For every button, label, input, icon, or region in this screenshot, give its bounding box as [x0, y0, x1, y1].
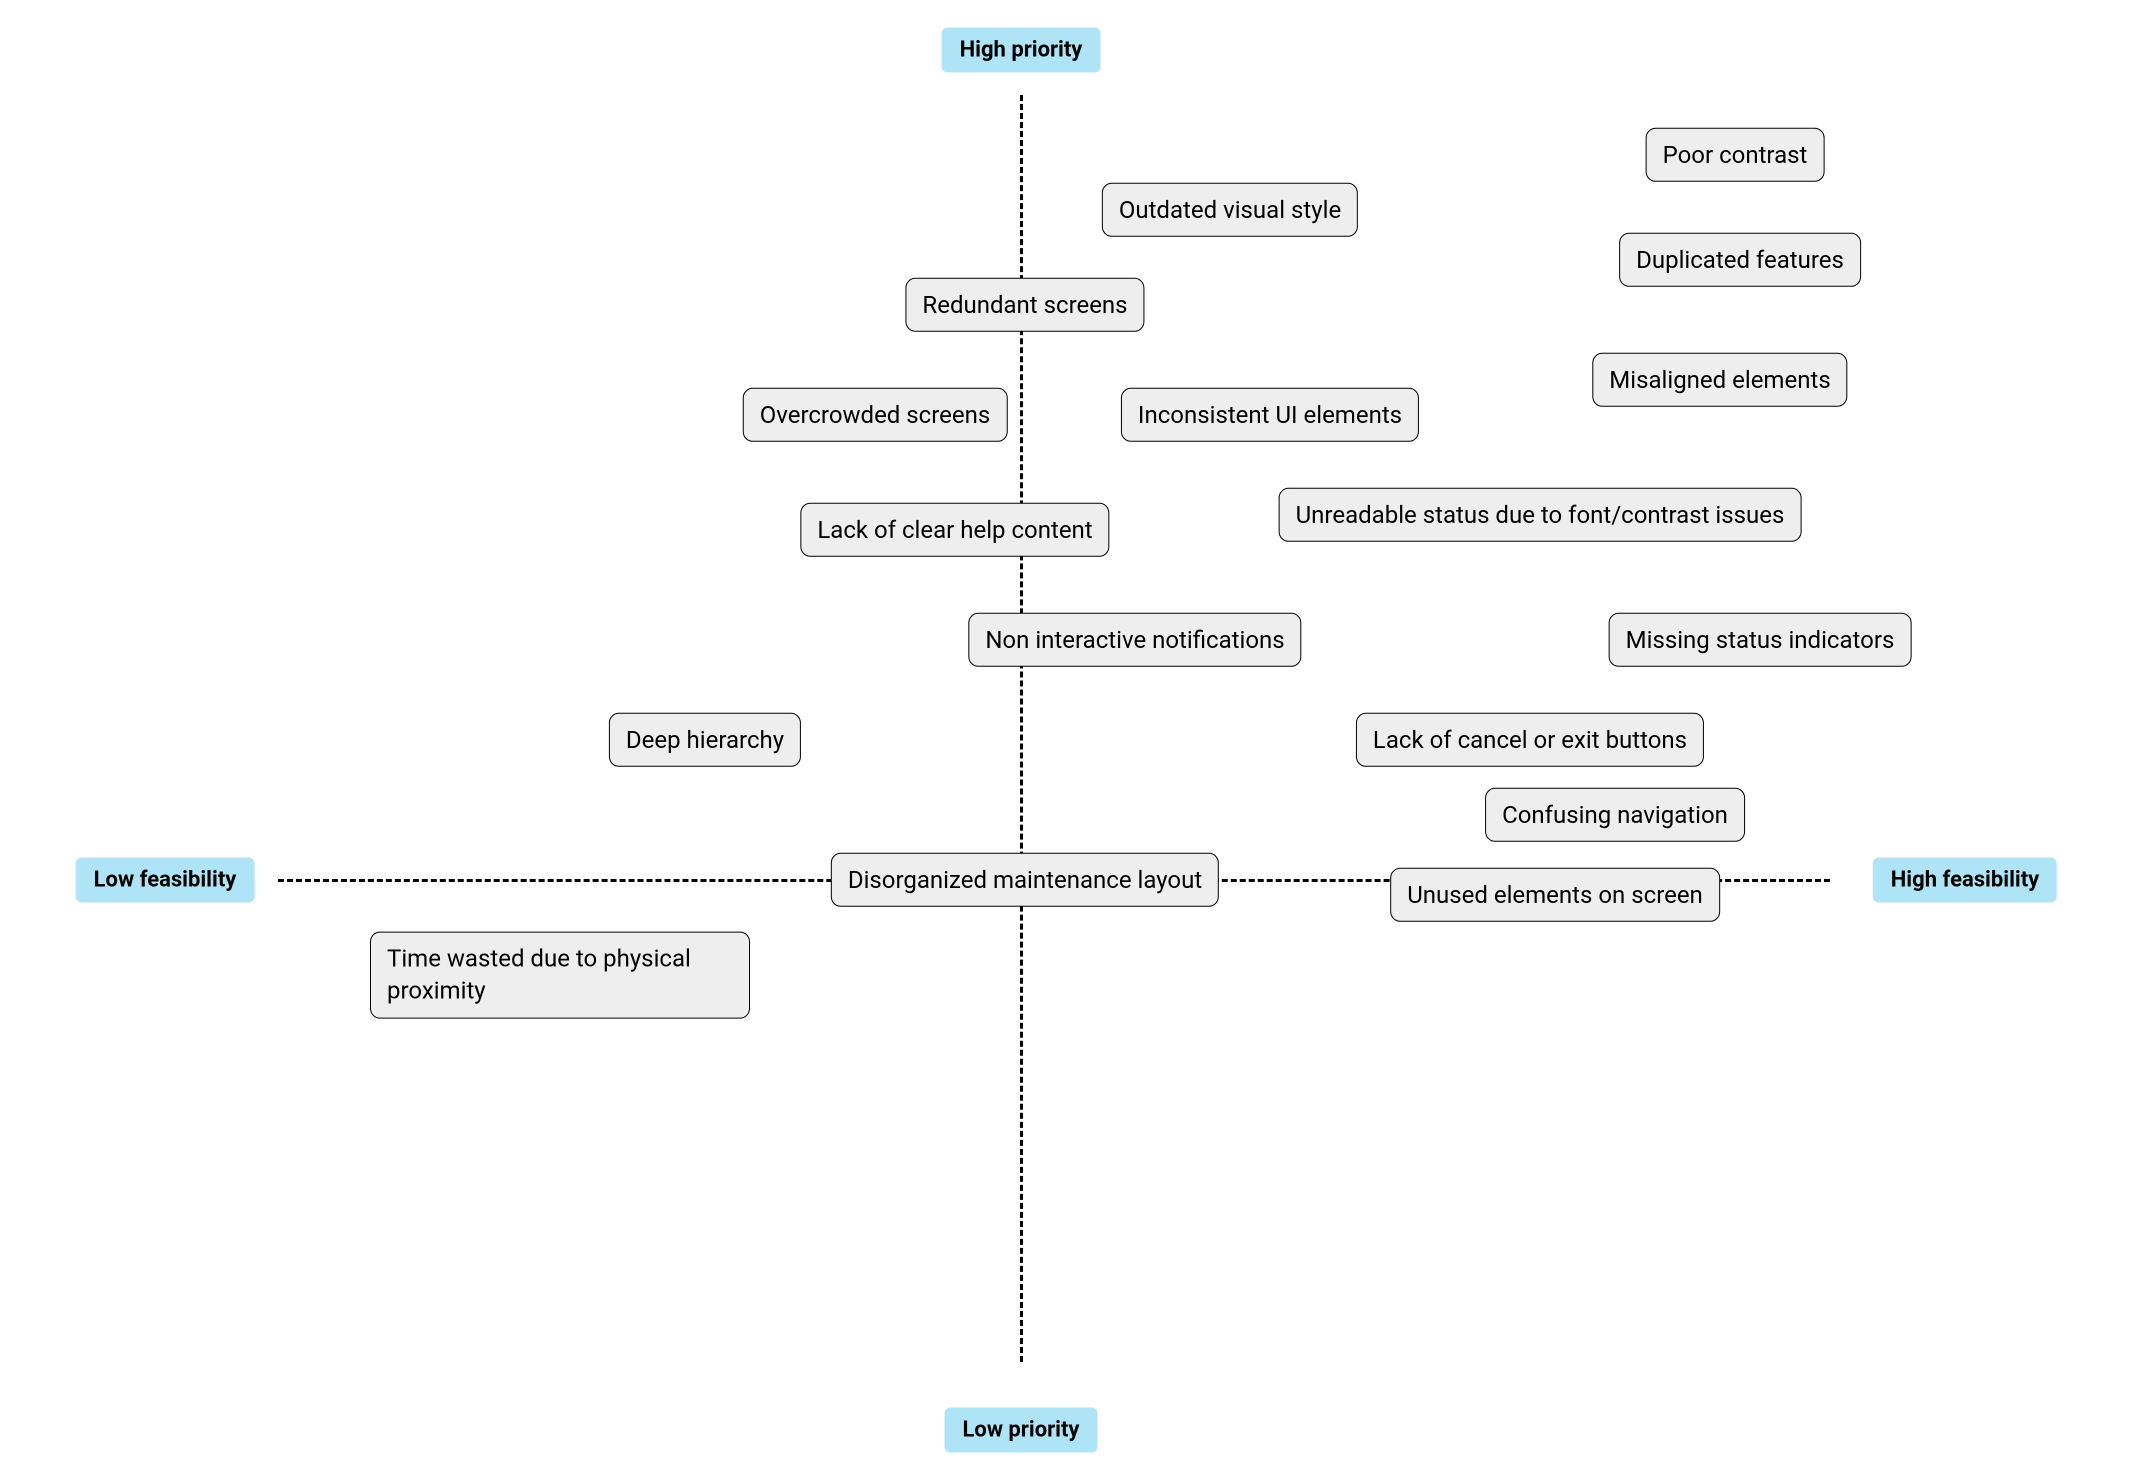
quadrant-diagram: High priority Low priority Low feasibili… [0, 0, 2134, 1479]
node-lack-help-content: Lack of clear help content [800, 503, 1109, 557]
node-deep-hierarchy: Deep hierarchy [609, 713, 801, 767]
node-duplicated-features: Duplicated features [1619, 233, 1861, 287]
node-lack-cancel-exit: Lack of cancel or exit buttons [1356, 713, 1704, 767]
node-missing-status-ind: Missing status indicators [1609, 613, 1912, 667]
node-redundant-screens: Redundant screens [905, 278, 1144, 332]
node-time-wasted-proximity: Time wasted due to physical proximity [370, 932, 750, 1019]
node-misaligned-elements: Misaligned elements [1592, 353, 1847, 407]
axis-label-left: Low feasibility [76, 858, 255, 903]
node-inconsistent-ui: Inconsistent UI elements [1121, 388, 1419, 442]
node-outdated-visual-style: Outdated visual style [1102, 183, 1358, 237]
node-confusing-nav: Confusing navigation [1485, 788, 1745, 842]
node-disorganized-layout: Disorganized maintenance layout [831, 853, 1219, 907]
node-poor-contrast: Poor contrast [1646, 128, 1825, 182]
axis-label-right: High feasibility [1873, 858, 2057, 903]
axis-label-bottom: Low priority [944, 1408, 1097, 1453]
node-non-interactive-notif: Non interactive notifications [968, 613, 1301, 667]
node-unused-elements: Unused elements on screen [1390, 868, 1720, 922]
axis-label-top: High priority [942, 28, 1101, 73]
node-unreadable-status: Unreadable status due to font/contrast i… [1279, 488, 1802, 542]
node-overcrowded-screens: Overcrowded screens [743, 388, 1008, 442]
